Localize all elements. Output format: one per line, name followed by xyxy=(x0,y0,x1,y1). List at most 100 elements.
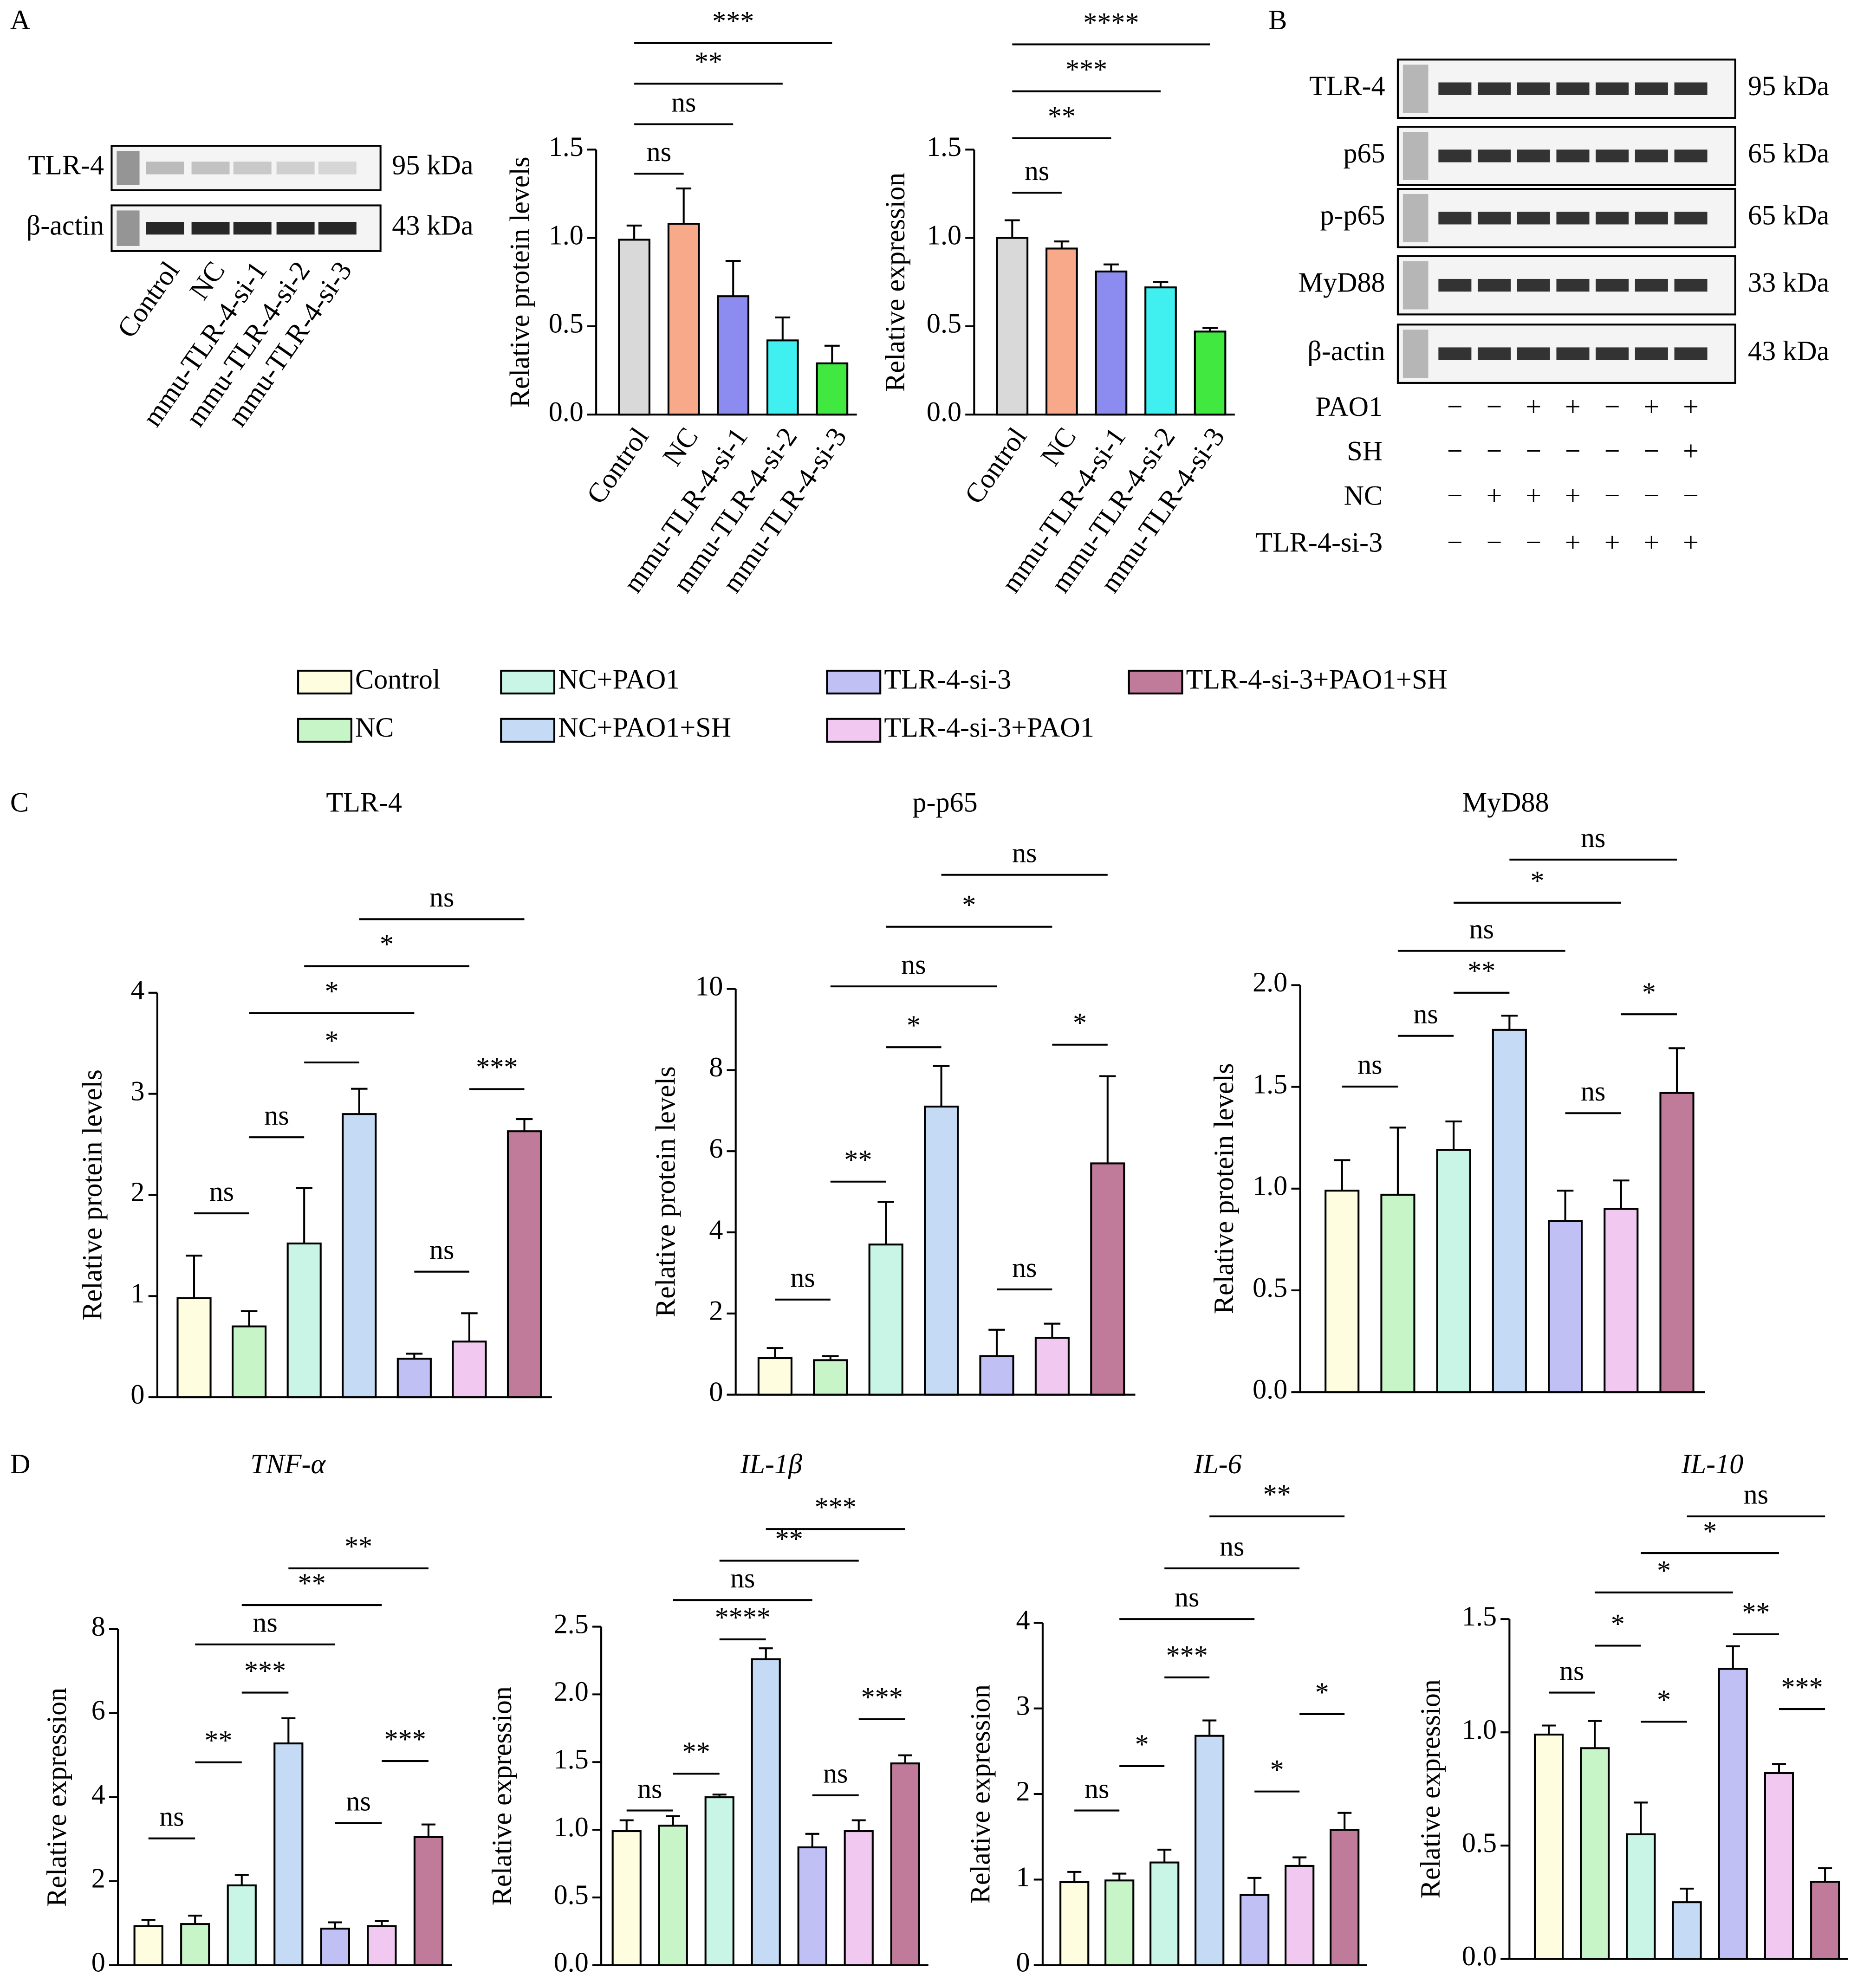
band xyxy=(233,162,272,175)
protein-label: TLR-4 xyxy=(28,150,104,181)
band xyxy=(318,222,357,235)
chart-title: IL-10 xyxy=(1681,1449,1744,1480)
bar xyxy=(751,1658,781,1966)
y-tick-label: 0.0 xyxy=(1253,1374,1287,1405)
y-tick-label: 0.0 xyxy=(554,1947,589,1978)
significance-label: ** xyxy=(695,46,722,78)
bar xyxy=(1810,1881,1840,1960)
significance-label: ns xyxy=(264,1100,289,1131)
treatment-label: NC xyxy=(1344,480,1383,511)
significance-label: ** xyxy=(1467,956,1495,987)
bar xyxy=(1104,1879,1135,1966)
treatment-sign: − xyxy=(1487,391,1502,422)
band xyxy=(191,162,230,175)
y-tick-label: 0.5 xyxy=(1253,1272,1287,1303)
band xyxy=(1438,278,1472,292)
bar xyxy=(717,295,750,416)
band xyxy=(1674,82,1708,95)
treatment-sign: − xyxy=(1604,436,1620,467)
significance-label: * xyxy=(1657,1684,1671,1716)
bar xyxy=(757,1357,792,1396)
band xyxy=(1556,278,1590,292)
bar xyxy=(1533,1733,1564,1960)
significance-label: ns xyxy=(901,949,926,980)
marker-lane xyxy=(117,151,140,185)
legend-label: TLR-4-si-3+PAO1 xyxy=(884,712,1094,743)
treatment-sign: + xyxy=(1565,391,1581,422)
y-tick-label: 2.0 xyxy=(554,1676,589,1707)
chart-title: IL-6 xyxy=(1193,1449,1242,1480)
bar xyxy=(1285,1865,1315,1966)
treatment-sign: − xyxy=(1447,480,1463,511)
bar xyxy=(813,1359,848,1396)
significance-label: * xyxy=(1611,1608,1625,1639)
significance-label: *** xyxy=(861,1682,903,1713)
significance-label: ns xyxy=(823,1758,848,1789)
legend-swatch xyxy=(826,669,882,695)
marker-lane xyxy=(1402,261,1428,310)
legend-label: TLR-4-si-3+PAO1+SH xyxy=(1186,664,1448,695)
y-axis-label: Relative protein levels xyxy=(1208,1063,1240,1314)
significance-label: ns xyxy=(1175,1582,1199,1613)
band xyxy=(1674,278,1708,292)
legend-label: NC xyxy=(355,712,394,743)
treatment-sign: + xyxy=(1643,391,1659,422)
bar xyxy=(816,362,849,416)
treatment-sign: + xyxy=(1526,480,1541,511)
band xyxy=(318,162,357,175)
significance-label: * xyxy=(1530,866,1544,897)
y-tick-label: 1.0 xyxy=(554,1812,589,1843)
significance-label: ** xyxy=(1742,1597,1770,1628)
y-tick-label: 0 xyxy=(709,1376,723,1407)
band xyxy=(1478,347,1511,360)
significance-label: * xyxy=(1073,1008,1087,1039)
band xyxy=(276,162,315,175)
y-tick-label: 1 xyxy=(1016,1861,1030,1892)
treatment-label: TLR-4-si-3 xyxy=(1255,527,1383,558)
band xyxy=(146,222,184,235)
y-tick-label: 0.0 xyxy=(1462,1941,1497,1972)
bar xyxy=(1144,286,1177,416)
significance-label: *** xyxy=(712,6,754,37)
bar xyxy=(1045,247,1078,416)
significance-label: * xyxy=(380,929,394,960)
treatment-sign: + xyxy=(1683,436,1699,467)
significance-label: ns xyxy=(1413,998,1438,1030)
y-tick-label: 1 xyxy=(130,1278,144,1309)
significance-label: *** xyxy=(815,1492,857,1523)
legend-swatch xyxy=(1128,669,1183,695)
bar xyxy=(1436,1149,1471,1393)
treatment-sign: − xyxy=(1643,436,1659,467)
significance-label: ns xyxy=(1469,913,1494,945)
y-tick-label: 1.0 xyxy=(927,220,961,251)
marker-lane xyxy=(1402,194,1428,242)
significance-label: *** xyxy=(384,1724,426,1755)
bar xyxy=(133,1925,163,1966)
significance-label: ns xyxy=(730,1563,755,1594)
treatment-sign: − xyxy=(1447,527,1463,558)
legend-label: TLR-4-si-3 xyxy=(884,664,1011,695)
marker-lane xyxy=(1402,132,1428,180)
band xyxy=(1478,82,1511,95)
marker-lane xyxy=(1402,330,1428,378)
y-axis-label: Relative expression xyxy=(41,1688,72,1907)
band xyxy=(1635,149,1668,162)
significance-label: ns xyxy=(1084,1773,1109,1804)
y-tick-label: 10 xyxy=(695,971,723,1002)
bar xyxy=(1380,1193,1415,1393)
significance-label: * xyxy=(907,1010,921,1041)
band xyxy=(1517,212,1550,225)
bar xyxy=(797,1846,827,1966)
y-tick-label: 1.5 xyxy=(1462,1601,1497,1632)
band xyxy=(1596,347,1629,360)
significance-label: ns xyxy=(1559,1655,1584,1686)
treatment-sign: + xyxy=(1487,480,1502,511)
treatment-sign: − xyxy=(1683,480,1699,511)
significance-label: ns xyxy=(1744,1479,1768,1510)
bar xyxy=(396,1358,432,1399)
band xyxy=(1517,82,1550,95)
y-tick-label: 2 xyxy=(709,1295,723,1327)
significance-label: ns xyxy=(1025,155,1049,187)
